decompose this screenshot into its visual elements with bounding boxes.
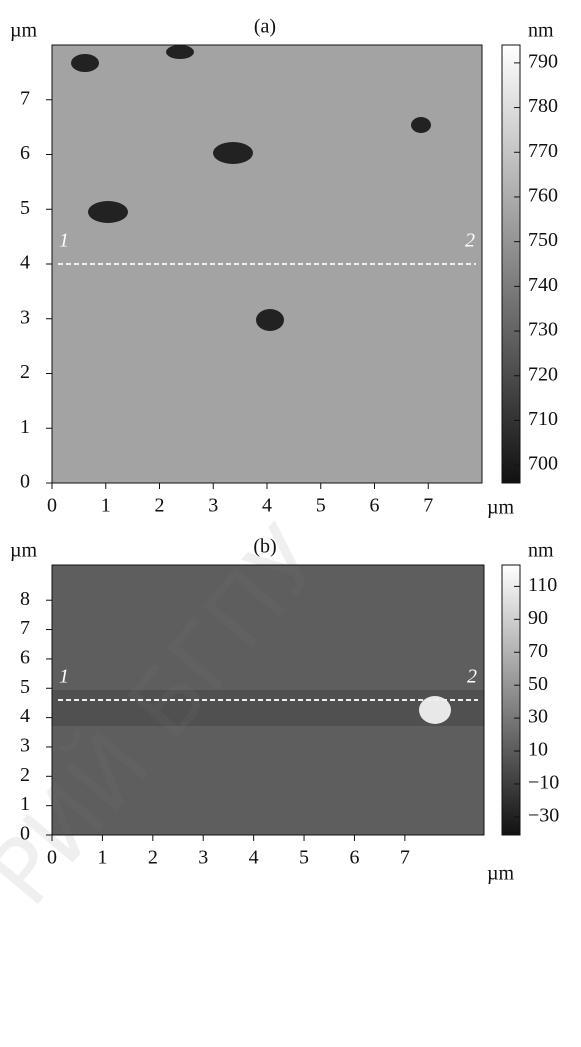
colorbar-tick-label: 750: [528, 229, 558, 251]
colorbar-tick-label: 780: [528, 95, 558, 117]
colorbar-tick-label: −30: [528, 804, 559, 826]
x-tick-label: 6: [349, 847, 359, 869]
colorbar-tick-label: 770: [528, 140, 558, 162]
y-tick-label: 3: [20, 306, 30, 328]
y-tick-label: 1: [20, 416, 30, 438]
profile-label: 2: [467, 666, 477, 688]
profile-label: 2: [465, 230, 475, 252]
y-tick-label: 6: [20, 142, 30, 164]
colorbar-tick-label: 720: [528, 363, 558, 385]
x-tick-label: 7: [400, 847, 410, 869]
panel-title: (b): [253, 536, 276, 558]
x-tick-label: 1: [97, 847, 107, 869]
x-tick-label: 6: [370, 495, 380, 517]
x-tick-label: 5: [316, 495, 326, 517]
y-unit: µm: [10, 540, 38, 562]
y-tick-label: 0: [20, 471, 30, 493]
x-tick-label: 3: [208, 495, 218, 517]
y-unit: µm: [10, 20, 38, 42]
x-tick-label: 5: [299, 847, 309, 869]
y-tick-label: 6: [20, 647, 30, 669]
colorbar: [501, 44, 521, 484]
x-tick-label: 1: [101, 495, 111, 517]
colorbar-tick-label: 700: [528, 453, 558, 475]
y-tick-label: 7: [20, 87, 30, 109]
y-tick-label: 2: [20, 764, 30, 786]
x-unit: µm: [487, 863, 515, 885]
colorbar-tick-label: 30: [528, 706, 548, 728]
colorbar-tick-label: 790: [528, 50, 558, 72]
colorbar-tick-label: 110: [528, 574, 557, 596]
y-tick-label: 0: [20, 823, 30, 845]
colorbar-tick-label: 90: [528, 607, 548, 629]
x-tick-label: 4: [249, 847, 259, 869]
colorbar: [501, 564, 521, 836]
y-tick-label: 8: [20, 588, 30, 610]
colorbar-unit: nm: [528, 540, 554, 562]
colorbar-tick-label: 760: [528, 185, 558, 207]
colorbar-tick-label: −10: [528, 772, 559, 794]
profile-label: 1: [59, 666, 69, 688]
y-tick-label: 4: [20, 252, 30, 274]
y-tick-label: 7: [20, 617, 30, 639]
x-tick-label: 2: [148, 847, 158, 869]
colorbar-tick-label: 740: [528, 274, 558, 296]
profile-label: 1: [59, 230, 69, 252]
colorbar-tick-label: 730: [528, 319, 558, 341]
y-tick-label: 4: [20, 705, 30, 727]
y-tick-label: 5: [20, 676, 30, 698]
x-tick-label: 4: [262, 495, 272, 517]
colorbar-unit: nm: [528, 20, 554, 42]
y-tick-label: 3: [20, 735, 30, 757]
colorbar-tick-label: 10: [528, 739, 548, 761]
x-unit: µm: [487, 497, 515, 519]
y-tick-label: 1: [20, 793, 30, 815]
image-frame: [51, 564, 485, 836]
colorbar-tick-label: 50: [528, 673, 548, 695]
x-tick-label: 3: [198, 847, 208, 869]
x-tick-label: 7: [423, 495, 433, 517]
x-tick-label: 0: [47, 847, 57, 869]
y-tick-label: 5: [20, 197, 30, 219]
y-tick-label: 2: [20, 361, 30, 383]
x-tick-label: 0: [47, 495, 57, 517]
panel-title: (a): [254, 16, 276, 38]
x-tick-label: 2: [155, 495, 165, 517]
colorbar-tick-label: 70: [528, 640, 548, 662]
colorbar-tick-label: 710: [528, 408, 558, 430]
